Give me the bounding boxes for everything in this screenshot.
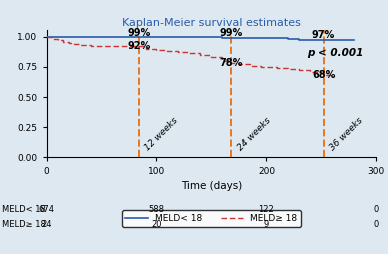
- Text: 99%: 99%: [127, 28, 151, 38]
- Text: 588: 588: [149, 205, 165, 214]
- Text: 24: 24: [41, 220, 52, 229]
- Text: 78%: 78%: [220, 58, 243, 68]
- Text: 0: 0: [374, 220, 379, 229]
- Text: MELD≥ 18: MELD≥ 18: [2, 220, 46, 229]
- Text: p < 0.001: p < 0.001: [307, 48, 363, 58]
- Text: 12 weeks: 12 weeks: [143, 116, 180, 153]
- X-axis label: Time (days): Time (days): [181, 181, 242, 191]
- Text: 0: 0: [374, 205, 379, 214]
- Text: MELD< 18: MELD< 18: [2, 205, 46, 214]
- Text: 97%: 97%: [312, 30, 335, 40]
- Text: 674: 674: [38, 205, 55, 214]
- Text: 24 weeks: 24 weeks: [236, 116, 272, 153]
- Text: 36 weeks: 36 weeks: [328, 116, 365, 153]
- Text: 122: 122: [258, 205, 274, 214]
- Text: 68%: 68%: [312, 70, 335, 80]
- Legend: MELD< 18, MELD≥ 18: MELD< 18, MELD≥ 18: [122, 210, 301, 227]
- Text: 20: 20: [151, 220, 162, 229]
- Text: 92%: 92%: [127, 41, 151, 51]
- Text: 9: 9: [264, 220, 269, 229]
- Text: 99%: 99%: [220, 28, 243, 38]
- Title: Kaplan-Meier survival estimates: Kaplan-Meier survival estimates: [122, 18, 301, 28]
